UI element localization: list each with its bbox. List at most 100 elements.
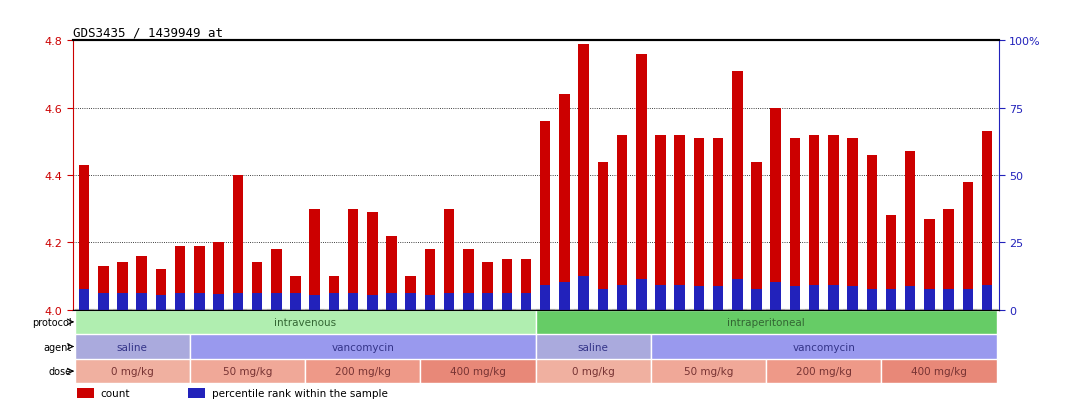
Bar <box>847 139 858 310</box>
Bar <box>75 310 535 335</box>
Bar <box>444 209 455 310</box>
Bar <box>808 286 819 310</box>
Bar <box>483 263 492 310</box>
Bar <box>866 289 877 310</box>
Bar <box>194 246 205 310</box>
Bar <box>770 282 781 310</box>
Bar <box>943 209 954 310</box>
Bar <box>444 294 455 310</box>
Bar <box>924 289 934 310</box>
Text: agent: agent <box>44 342 72 351</box>
Text: dose: dose <box>48 366 72 376</box>
Bar <box>905 152 915 310</box>
Bar <box>190 335 536 359</box>
Bar <box>175 246 186 310</box>
Bar <box>770 109 781 310</box>
Bar <box>943 289 954 310</box>
Bar <box>650 359 766 384</box>
Bar <box>425 295 436 310</box>
Bar <box>962 289 973 310</box>
Bar <box>598 289 608 310</box>
Text: count: count <box>100 388 130 398</box>
Bar <box>117 263 128 310</box>
Bar <box>137 256 147 310</box>
Bar <box>387 294 397 310</box>
Bar <box>540 286 550 310</box>
Bar <box>712 286 723 310</box>
Bar <box>751 162 761 310</box>
Bar <box>847 286 858 310</box>
Text: protocol: protocol <box>32 317 72 327</box>
Text: 50 mg/kg: 50 mg/kg <box>684 366 734 376</box>
Bar <box>616 135 627 310</box>
Bar <box>290 294 301 310</box>
Bar <box>117 293 128 310</box>
Bar <box>79 290 90 310</box>
Bar <box>828 286 838 310</box>
Bar <box>560 282 569 310</box>
Text: vancomycin: vancomycin <box>331 342 394 351</box>
Bar <box>828 135 838 310</box>
Bar <box>885 216 896 310</box>
Bar <box>406 276 417 310</box>
Bar <box>766 359 881 384</box>
Text: 0 mg/kg: 0 mg/kg <box>571 366 614 376</box>
Bar <box>348 209 359 310</box>
Bar <box>981 286 992 310</box>
Bar <box>367 213 378 310</box>
Bar <box>616 286 627 310</box>
Text: 200 mg/kg: 200 mg/kg <box>796 366 851 376</box>
Bar <box>305 359 421 384</box>
Bar <box>693 286 704 310</box>
Bar <box>77 388 94 398</box>
Bar <box>214 294 224 310</box>
Bar <box>535 310 996 335</box>
Bar <box>252 263 263 310</box>
Bar <box>962 182 973 310</box>
Bar <box>650 335 996 359</box>
Bar <box>808 135 819 310</box>
Bar <box>789 139 800 310</box>
Bar <box>425 249 436 310</box>
Bar <box>310 209 320 310</box>
Bar <box>560 95 569 310</box>
Bar <box>75 335 190 359</box>
Bar <box>156 295 167 310</box>
Bar <box>175 294 186 310</box>
Bar <box>693 139 704 310</box>
Bar <box>521 259 531 310</box>
Text: 400 mg/kg: 400 mg/kg <box>450 366 506 376</box>
Bar <box>789 286 800 310</box>
Bar <box>188 388 205 398</box>
Bar <box>233 176 244 310</box>
Bar <box>98 266 109 310</box>
Text: 0 mg/kg: 0 mg/kg <box>111 366 154 376</box>
Bar <box>598 162 608 310</box>
Bar <box>635 279 646 310</box>
Bar <box>881 359 996 384</box>
Bar <box>387 236 397 310</box>
Bar <box>348 294 359 310</box>
Bar <box>712 139 723 310</box>
Bar <box>252 294 263 310</box>
Bar <box>655 286 665 310</box>
Bar <box>502 294 512 310</box>
Text: 200 mg/kg: 200 mg/kg <box>334 366 391 376</box>
Bar <box>421 359 536 384</box>
Bar <box>535 359 650 384</box>
Bar <box>483 294 492 310</box>
Text: vancomycin: vancomycin <box>792 342 855 351</box>
Bar <box>156 270 167 310</box>
Bar <box>98 294 109 310</box>
Bar <box>751 289 761 310</box>
Bar <box>732 71 742 310</box>
Bar <box>290 276 301 310</box>
Text: 400 mg/kg: 400 mg/kg <box>911 366 967 376</box>
Bar <box>924 219 934 310</box>
Bar <box>367 295 378 310</box>
Bar <box>885 289 896 310</box>
Bar <box>981 132 992 310</box>
Bar <box>502 259 512 310</box>
Bar <box>271 249 282 310</box>
Bar <box>406 294 417 310</box>
